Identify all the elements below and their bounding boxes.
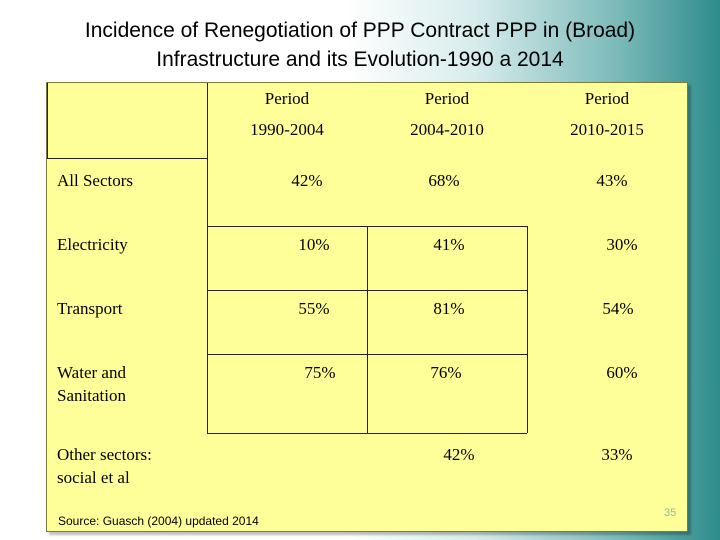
row-label-all-sectors: All Sectors (57, 169, 133, 192)
column-header-label: Period (584, 89, 630, 108)
row-label-other-sectors: Other sectors: social et al (57, 443, 152, 489)
value-cell: 33% (601, 445, 633, 464)
slide-title: Incidence of Renegotiation of PPP Contra… (0, 16, 720, 74)
value-cell: 60% (606, 363, 638, 382)
column-header-label: Period (264, 89, 310, 108)
value-cell: 55% (298, 299, 330, 318)
row-label-text: Electricity (57, 235, 128, 254)
grid-line (207, 83, 208, 433)
row-label-electricity: Electricity (57, 233, 128, 256)
value-cell: 54% (602, 299, 634, 318)
row-label-text: Sanitation (57, 386, 126, 405)
column-header-period: 2010-2015 (570, 120, 644, 139)
grid-line (207, 433, 527, 434)
row-label-text: Transport (57, 299, 123, 318)
value-cell: 10% (298, 235, 330, 254)
row-label-text: Water and (57, 363, 126, 382)
column-header-2: Period 2004-2010 (392, 83, 502, 145)
column-header-label: Period (424, 89, 470, 108)
row-label-transport: Transport (57, 297, 123, 320)
table-panel: Period 1990-2004 Period 2004-2010 Period… (46, 82, 688, 532)
value-cell: 76% (430, 363, 462, 382)
row-label-text: social et al (57, 468, 130, 487)
grid-line (47, 158, 207, 159)
value-cell: 68% (428, 171, 460, 190)
column-header-1: Period 1990-2004 (232, 83, 342, 145)
grid-line (527, 226, 528, 433)
value-cell: 42% (443, 445, 475, 464)
value-cell: 42% (291, 171, 323, 190)
grid-line (367, 226, 368, 433)
title-line-2: Infrastructure and its Evolution-1990 a … (156, 48, 564, 71)
column-header-period: 2004-2010 (410, 120, 484, 139)
value-cell: 30% (606, 235, 638, 254)
title-line-1: Incidence of Renegotiation of PPP Contra… (84, 19, 636, 42)
value-cell: 43% (596, 171, 628, 190)
page-number: 35 (664, 507, 677, 519)
column-header-3: Period 2010-2015 (552, 83, 662, 145)
column-header-period: 1990-2004 (250, 120, 324, 139)
value-cell: 75% (304, 363, 336, 382)
row-label-text: All Sectors (57, 171, 134, 190)
row-label-water-sanitation: Water and Sanitation (57, 361, 126, 407)
value-cell: 81% (433, 299, 465, 318)
row-label-text: Other sectors: (57, 445, 152, 464)
value-cell: 41% (433, 235, 465, 254)
grid-line (47, 83, 48, 158)
source-note: Source: Guasch (2004) updated 2014 (58, 514, 259, 528)
